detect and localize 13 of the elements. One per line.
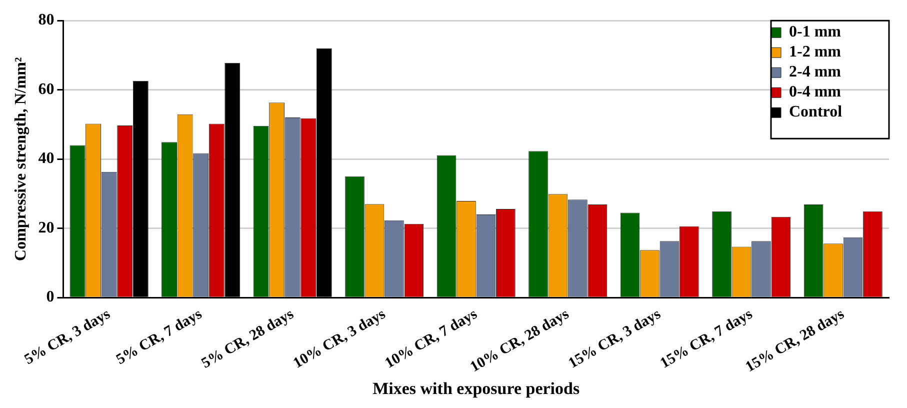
x-tick-label: 5% CR, 3 days: [22, 306, 114, 368]
y-tick-label: 0: [46, 288, 54, 306]
x-axis-title: Mixes with exposure periods: [372, 379, 580, 398]
y-tick-label: 80: [38, 12, 54, 29]
legend-label: 1-2 mm: [789, 44, 842, 61]
legend-label: Control: [789, 104, 843, 121]
y-tick-label: 40: [38, 150, 54, 168]
y-tick-label: 20: [38, 219, 54, 236]
y-tick-label: 60: [38, 80, 54, 98]
y-axis-title: Compressive strength, N/mm²: [12, 57, 30, 261]
legend-label: 2-4 mm: [789, 64, 842, 81]
legend-label: 0-4 mm: [789, 84, 842, 101]
legend-label: 0-1 mm: [789, 24, 842, 41]
